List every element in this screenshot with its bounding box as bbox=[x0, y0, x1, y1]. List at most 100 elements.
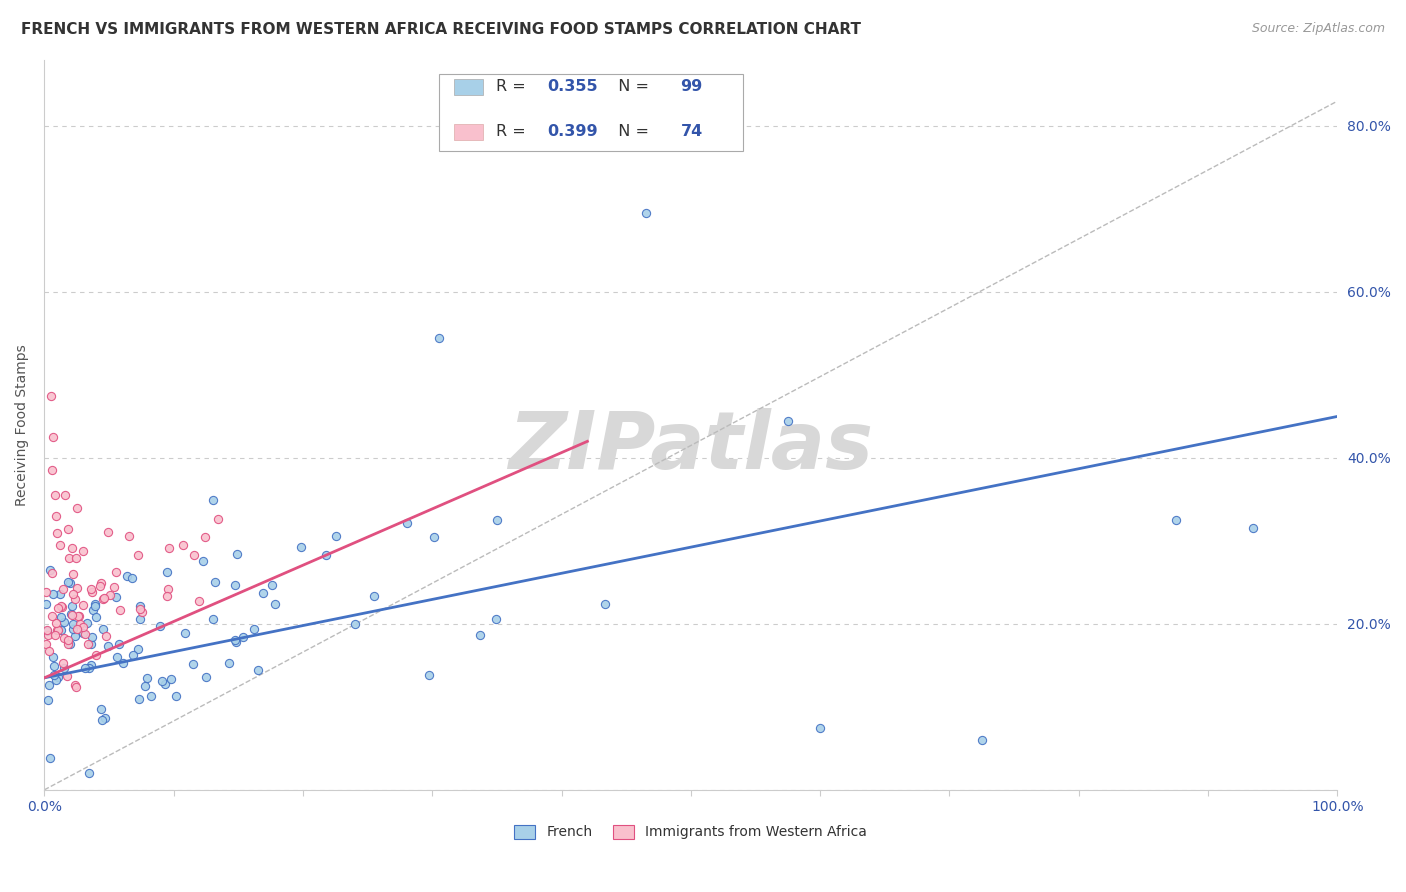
Point bbox=[226, 547, 249, 561]
Point bbox=[58, 551, 80, 566]
Point bbox=[82, 631, 104, 645]
Point bbox=[246, 663, 269, 677]
Point bbox=[225, 635, 247, 649]
Point bbox=[135, 672, 157, 686]
Point bbox=[418, 667, 440, 681]
Text: FRENCH VS IMMIGRANTS FROM WESTERN AFRICA RECEIVING FOOD STAMPS CORRELATION CHART: FRENCH VS IMMIGRANTS FROM WESTERN AFRICA… bbox=[21, 22, 860, 37]
Point bbox=[218, 656, 240, 670]
Point bbox=[44, 628, 66, 642]
Point bbox=[58, 638, 80, 652]
Point bbox=[45, 624, 67, 638]
Point bbox=[41, 566, 63, 581]
Point bbox=[62, 567, 84, 582]
Point bbox=[52, 661, 75, 675]
Point bbox=[89, 579, 111, 593]
Point bbox=[77, 661, 100, 675]
Point bbox=[111, 657, 134, 671]
Point bbox=[970, 733, 993, 747]
Point bbox=[59, 637, 82, 651]
Point bbox=[75, 661, 97, 675]
Point bbox=[39, 563, 62, 577]
Point bbox=[183, 548, 205, 562]
Point bbox=[150, 673, 173, 688]
Point bbox=[45, 673, 67, 687]
Point bbox=[94, 711, 117, 725]
Point bbox=[90, 575, 112, 590]
Point bbox=[1164, 513, 1187, 527]
Point bbox=[93, 591, 115, 606]
Point bbox=[65, 678, 87, 692]
Point bbox=[94, 629, 117, 643]
Text: Source: ZipAtlas.com: Source: ZipAtlas.com bbox=[1251, 22, 1385, 36]
Text: 0.355: 0.355 bbox=[547, 79, 598, 95]
Point bbox=[42, 649, 65, 664]
Point bbox=[45, 616, 67, 631]
Point bbox=[63, 629, 86, 643]
Point bbox=[264, 597, 287, 611]
Point bbox=[204, 574, 226, 589]
Point bbox=[34, 597, 56, 611]
Point bbox=[207, 511, 229, 525]
Point bbox=[157, 541, 180, 555]
Point bbox=[315, 548, 337, 562]
Point bbox=[202, 492, 225, 507]
Point bbox=[62, 617, 84, 632]
Point bbox=[45, 509, 67, 524]
Point bbox=[224, 633, 246, 648]
Point bbox=[58, 575, 80, 590]
Point bbox=[52, 656, 75, 670]
Point bbox=[72, 620, 94, 634]
Legend: French, Immigrants from Western Africa: French, Immigrants from Western Africa bbox=[509, 819, 873, 845]
Point bbox=[194, 670, 217, 684]
Point bbox=[194, 530, 217, 544]
Point bbox=[46, 670, 69, 684]
Point bbox=[59, 576, 82, 591]
Point bbox=[34, 584, 56, 599]
Point bbox=[165, 689, 187, 703]
Text: 99: 99 bbox=[681, 79, 703, 95]
Point bbox=[80, 582, 103, 597]
Point bbox=[42, 587, 65, 601]
Point bbox=[105, 590, 128, 604]
Point bbox=[41, 463, 63, 477]
Point bbox=[634, 206, 657, 220]
Point bbox=[37, 693, 59, 707]
Text: N =: N = bbox=[607, 124, 654, 139]
Bar bbox=[439, 74, 742, 151]
Point bbox=[44, 488, 66, 502]
Point bbox=[65, 551, 87, 566]
Text: R =: R = bbox=[495, 124, 530, 139]
Point bbox=[224, 578, 246, 592]
Point bbox=[65, 500, 87, 515]
Point bbox=[129, 599, 152, 614]
Point bbox=[252, 585, 274, 599]
Point bbox=[115, 569, 138, 583]
Point bbox=[38, 644, 60, 658]
Point bbox=[90, 713, 112, 727]
Point bbox=[108, 603, 131, 617]
Point bbox=[91, 592, 114, 607]
Point bbox=[56, 668, 79, 682]
Point bbox=[188, 594, 211, 608]
Point bbox=[67, 609, 90, 624]
Point bbox=[149, 619, 172, 633]
Point bbox=[486, 513, 509, 527]
Point bbox=[290, 540, 312, 554]
Point bbox=[65, 592, 87, 607]
Point bbox=[66, 609, 89, 624]
Point bbox=[159, 672, 181, 686]
Point bbox=[91, 623, 114, 637]
Point bbox=[52, 632, 75, 646]
Point bbox=[62, 586, 84, 600]
Point bbox=[52, 582, 75, 596]
Point bbox=[128, 602, 150, 616]
Point bbox=[46, 525, 69, 540]
Point bbox=[72, 626, 94, 640]
Point bbox=[84, 599, 107, 613]
Point bbox=[593, 597, 616, 611]
Point bbox=[121, 571, 143, 585]
Point bbox=[131, 605, 153, 619]
Point bbox=[232, 630, 254, 644]
Point bbox=[90, 702, 112, 716]
Point bbox=[117, 529, 139, 543]
